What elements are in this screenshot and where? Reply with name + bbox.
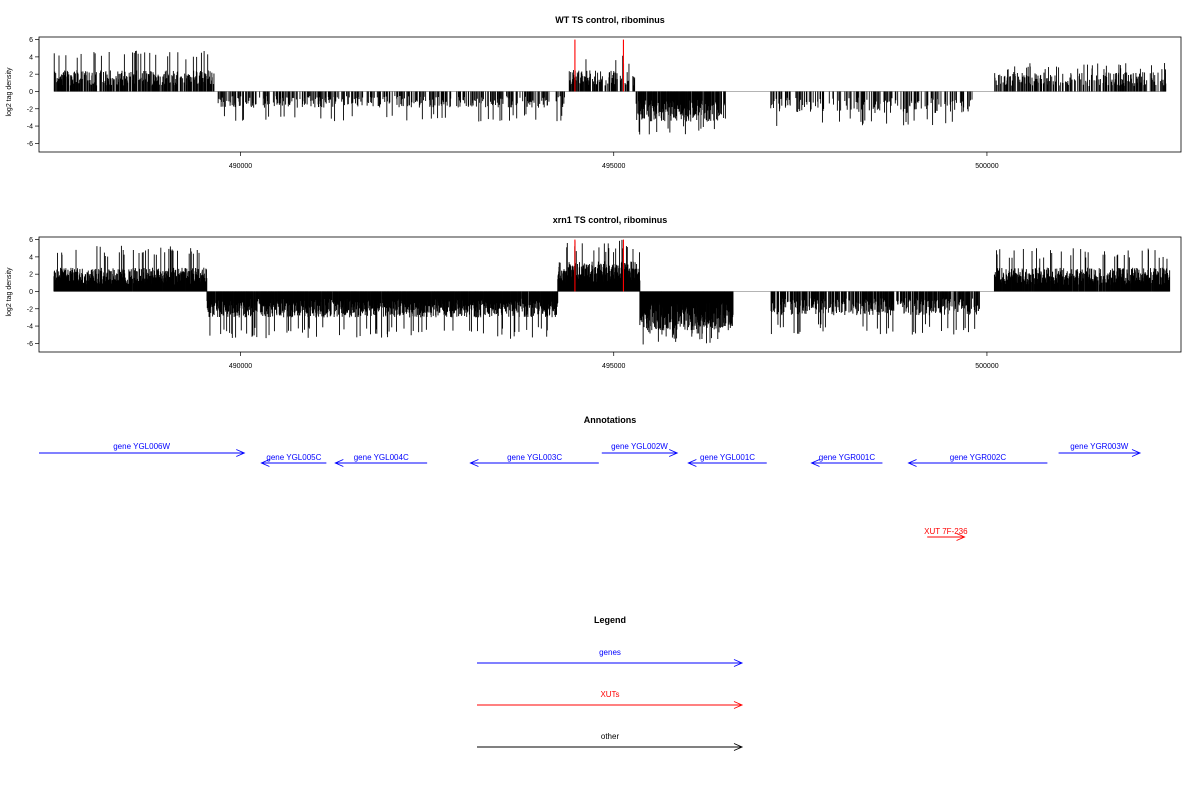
feature-label: gene YGL006W: [113, 442, 170, 451]
wt-coverage-panel: WT TS control, ribominus log2 tag densit…: [6, 15, 1182, 170]
y-tick-label: 0: [29, 289, 33, 296]
x-tick-label: 500000: [975, 163, 998, 170]
feature-label: gene YGR002C: [950, 453, 1007, 462]
bar-group: [53, 39, 1167, 135]
y-tick-label: 0: [29, 89, 33, 96]
y-axis-label: log2 tag density: [6, 67, 13, 117]
y-tick-label: -2: [27, 106, 33, 113]
arrow-head: [907, 459, 917, 467]
feature-label: XUT 7F-236: [924, 527, 968, 536]
arrow-head: [733, 659, 744, 667]
feature-label: gene YGR003W: [1070, 442, 1129, 451]
feature-label: gene YGL001C: [700, 453, 755, 462]
y-tick-label: -4: [27, 324, 33, 331]
arrow-head: [956, 533, 966, 541]
x-axis: 490000 495000 500000: [229, 152, 999, 170]
arrow-head: [236, 449, 246, 457]
x-axis: 490000 495000 500000: [229, 352, 999, 370]
legend-label: genes: [599, 648, 621, 657]
y-tick-label: 6: [29, 237, 33, 244]
feature-group: gene YGL006W gene YGL005C gene YGL004C gene…: [39, 442, 1142, 541]
gene-feature: gene YGL005C: [260, 453, 327, 467]
y-axis: 6 4 2 0 -2 -4 -6: [27, 237, 40, 348]
y-axis-label: log2 tag density: [6, 267, 13, 317]
legend: Legend genes XUTs other: [477, 615, 744, 751]
arrow-head: [687, 459, 697, 467]
y-tick-label: -2: [27, 306, 33, 313]
bar-group: [53, 239, 1171, 345]
y-tick-label: -4: [27, 124, 33, 131]
gene-feature: gene YGL003C: [469, 453, 599, 467]
y-tick-label: 4: [29, 254, 33, 261]
gene-feature: gene YGR003W: [1058, 442, 1142, 457]
xut-feature: XUT 7F-236: [924, 527, 968, 541]
gene-feature: gene YGR002C: [907, 453, 1048, 467]
arrow-head: [733, 743, 744, 751]
y-tick-label: -6: [27, 341, 33, 348]
y-tick-label: -6: [27, 141, 33, 148]
x-tick-label: 490000: [229, 363, 252, 370]
legend-title: Legend: [594, 615, 626, 625]
panel-title: WT TS control, ribominus: [555, 15, 665, 25]
gene-feature: gene YGL004C: [334, 453, 428, 467]
arrow-head: [733, 701, 744, 709]
legend-items: genes XUTs other: [477, 648, 744, 751]
y-tick-label: 2: [29, 272, 33, 279]
gene-feature: gene YGL002W: [601, 442, 679, 457]
x-tick-label: 495000: [602, 163, 625, 170]
legend-label: other: [601, 732, 620, 741]
xrn1-coverage-panel: xrn1 TS control, ribominus log2 tag dens…: [6, 215, 1182, 370]
annotations-title: Annotations: [584, 415, 637, 425]
x-tick-label: 500000: [975, 363, 998, 370]
feature-label: gene YGL003C: [507, 453, 562, 462]
gene-feature: gene YGR001C: [810, 453, 883, 467]
feature-label: gene YGL002W: [611, 442, 668, 451]
legend-item: XUTs: [477, 690, 744, 709]
x-tick-label: 490000: [229, 163, 252, 170]
arrow-head: [469, 459, 479, 467]
arrow-head: [668, 449, 679, 457]
gene-feature: gene YGL006W: [39, 442, 246, 457]
y-tick-label: 6: [29, 37, 33, 44]
legend-label: XUTs: [600, 690, 619, 699]
legend-item: other: [477, 732, 744, 751]
legend-item: genes: [477, 648, 744, 667]
y-tick-label: 4: [29, 54, 33, 61]
gene-feature: gene YGL001C: [687, 453, 767, 467]
panel-title: xrn1 TS control, ribominus: [553, 215, 668, 225]
x-tick-label: 495000: [602, 363, 625, 370]
feature-label: gene YGL005C: [266, 453, 321, 462]
y-tick-label: 2: [29, 72, 33, 79]
arrow-head: [334, 459, 344, 467]
arrow-head: [810, 459, 820, 467]
arrow-head: [260, 459, 270, 467]
feature-label: gene YGR001C: [819, 453, 876, 462]
plot-frame: [38, 36, 1182, 153]
y-axis: 6 4 2 0 -2 -4 -6: [27, 37, 40, 148]
feature-label: gene YGL004C: [354, 453, 409, 462]
arrow-head: [1131, 449, 1142, 457]
